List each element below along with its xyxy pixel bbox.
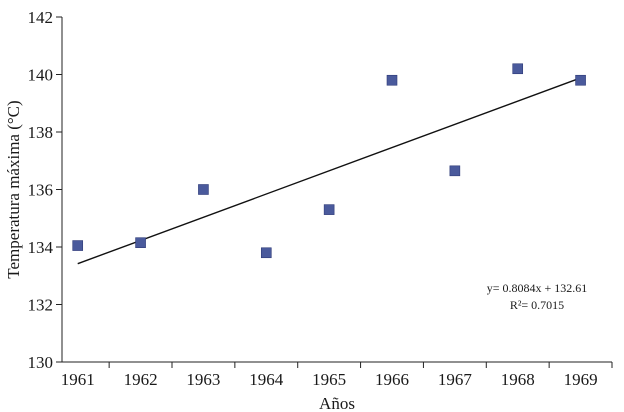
x-axis-title: Años	[319, 394, 355, 412]
data-point	[386, 74, 398, 86]
y-tick-label: 130	[28, 353, 54, 372]
x-tick-label: 1963	[186, 370, 220, 389]
x-tick-label: 1961	[61, 370, 95, 389]
data-points	[72, 63, 586, 259]
x-tick-label: 1962	[124, 370, 158, 389]
data-point	[260, 247, 272, 259]
data-point	[198, 184, 209, 195]
x-tick-label: 1965	[312, 370, 346, 389]
trendline-equation: y= 0.8084x + 132.61	[487, 281, 588, 295]
x-axis-ticks: 1961 1962 1963 1964 1965 1966 1967 1968 1969	[61, 362, 613, 389]
data-point	[449, 165, 461, 177]
y-tick-label: 134	[28, 238, 54, 257]
x-tick-label: 1968	[501, 370, 535, 389]
data-point	[323, 204, 335, 215]
y-tick-label: 136	[28, 181, 54, 200]
x-tick-label: 1966	[375, 370, 409, 389]
data-point	[575, 74, 586, 86]
data-point	[72, 240, 84, 251]
trendline-group	[77, 77, 581, 265]
y-tick-label: 132	[28, 296, 54, 315]
trendline	[77, 77, 581, 265]
data-point	[135, 237, 146, 248]
y-axis-ticks: 130 132 134 136 138 140 142	[28, 8, 62, 372]
x-tick-label: 1964	[249, 370, 284, 389]
y-tick-label: 140	[28, 66, 54, 85]
r-squared-label: R²= 0.7015	[510, 298, 564, 312]
x-tick-label: 1967	[438, 370, 473, 389]
x-tick-label: 1969	[564, 370, 598, 389]
y-tick-label: 138	[28, 123, 54, 142]
y-axis-title: Temperatura máxima (°C)	[4, 100, 23, 278]
data-point	[512, 63, 524, 75]
y-tick-label: 142	[28, 8, 54, 27]
